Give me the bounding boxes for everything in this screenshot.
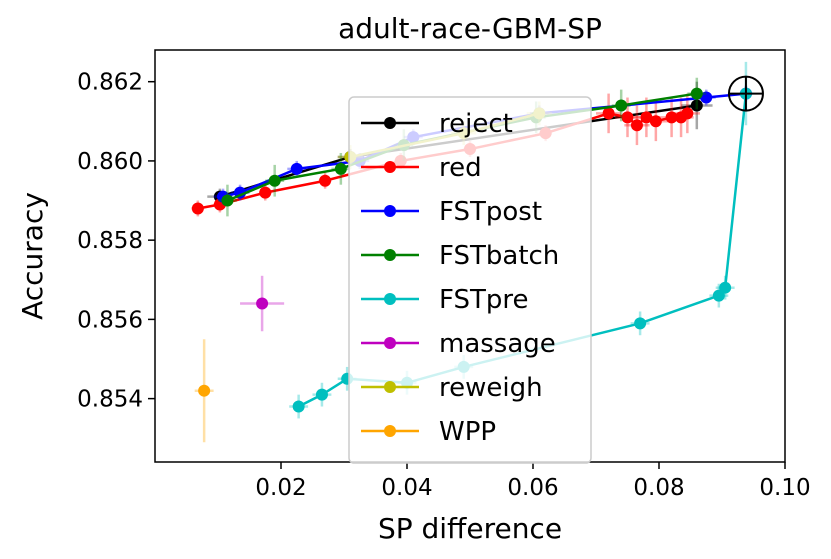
legend-item-reject: reject: [361, 109, 513, 139]
x-tick-label: 0.02: [255, 475, 306, 501]
x-axis: 0.02 0.04 0.06 0.08 0.10: [255, 462, 811, 501]
legend-label: reject: [439, 109, 513, 139]
legend-item-wpp: WPP: [361, 417, 496, 447]
x-tick-label: 0.04: [381, 475, 432, 501]
data-point: [315, 388, 328, 401]
y-tick-label: 0.862: [77, 70, 143, 96]
legend-item-massage: massage: [361, 329, 556, 359]
data-point: [256, 297, 269, 310]
legend-box: [348, 96, 592, 464]
y-tick-label: 0.856: [77, 307, 143, 333]
data-point: [268, 174, 281, 187]
data-point: [259, 186, 272, 199]
x-tick-label: 0.08: [633, 475, 684, 501]
legend-swatch-marker: [384, 425, 396, 437]
data-point: [290, 162, 303, 175]
legend-item-red: red: [361, 153, 482, 183]
reference-point-marker: [727, 75, 764, 112]
legend-label: FSTpost: [439, 197, 542, 227]
legend-label: reweigh: [439, 373, 543, 403]
legend-label: FSTpre: [439, 285, 529, 315]
data-point: [640, 111, 653, 124]
legend-swatch-marker: [384, 381, 396, 393]
data-point: [615, 99, 628, 112]
legend-label: massage: [439, 329, 556, 359]
y-axis: 0.854 0.856 0.858 0.860 0.862: [77, 70, 155, 413]
data-point: [634, 317, 647, 330]
legend-item-fstpost: FSTpost: [361, 197, 542, 227]
data-point: [198, 384, 211, 397]
data-point: [630, 119, 643, 132]
legend-item-fstpre: FSTpre: [361, 285, 529, 315]
chart-title: adult-race-GBM-SP: [338, 12, 602, 45]
series-wpp: [194, 339, 214, 443]
x-axis-label: SP difference: [378, 512, 562, 545]
data-point: [191, 202, 204, 215]
legend-swatch-marker: [384, 117, 396, 129]
data-point: [602, 107, 615, 120]
data-point: [665, 111, 678, 124]
legend-swatch-marker: [384, 205, 396, 217]
legend-swatch-marker: [384, 293, 396, 305]
legend: reject red FSTpost FSTbatch FSTpre massage rew…: [348, 96, 592, 464]
y-axis-label: Accuracy: [16, 192, 49, 320]
data-point: [690, 87, 703, 100]
legend-label: WPP: [439, 417, 496, 447]
y-tick-label: 0.858: [77, 228, 143, 254]
legend-item-fstbatch: FSTbatch: [361, 241, 559, 271]
legend-item-reweigh: reweigh: [361, 373, 543, 403]
legend-label: red: [439, 153, 482, 183]
data-point: [292, 400, 305, 413]
x-tick-label: 0.06: [507, 475, 558, 501]
x-tick-label: 0.10: [759, 475, 810, 501]
data-point: [221, 194, 234, 207]
y-tick-label: 0.860: [77, 149, 143, 175]
data-point: [719, 281, 732, 294]
legend-swatch-marker: [384, 337, 396, 349]
legend-swatch-marker: [384, 161, 396, 173]
series-massage: [240, 275, 285, 332]
data-point: [649, 115, 662, 128]
data-point: [681, 107, 694, 120]
data-point: [334, 162, 347, 175]
data-point: [700, 91, 713, 104]
legend-label: FSTbatch: [439, 241, 559, 271]
data-point: [690, 99, 703, 112]
legend-swatch-marker: [384, 249, 396, 261]
y-tick-label: 0.854: [77, 387, 143, 413]
data-point: [319, 174, 332, 187]
data-point: [621, 111, 634, 124]
